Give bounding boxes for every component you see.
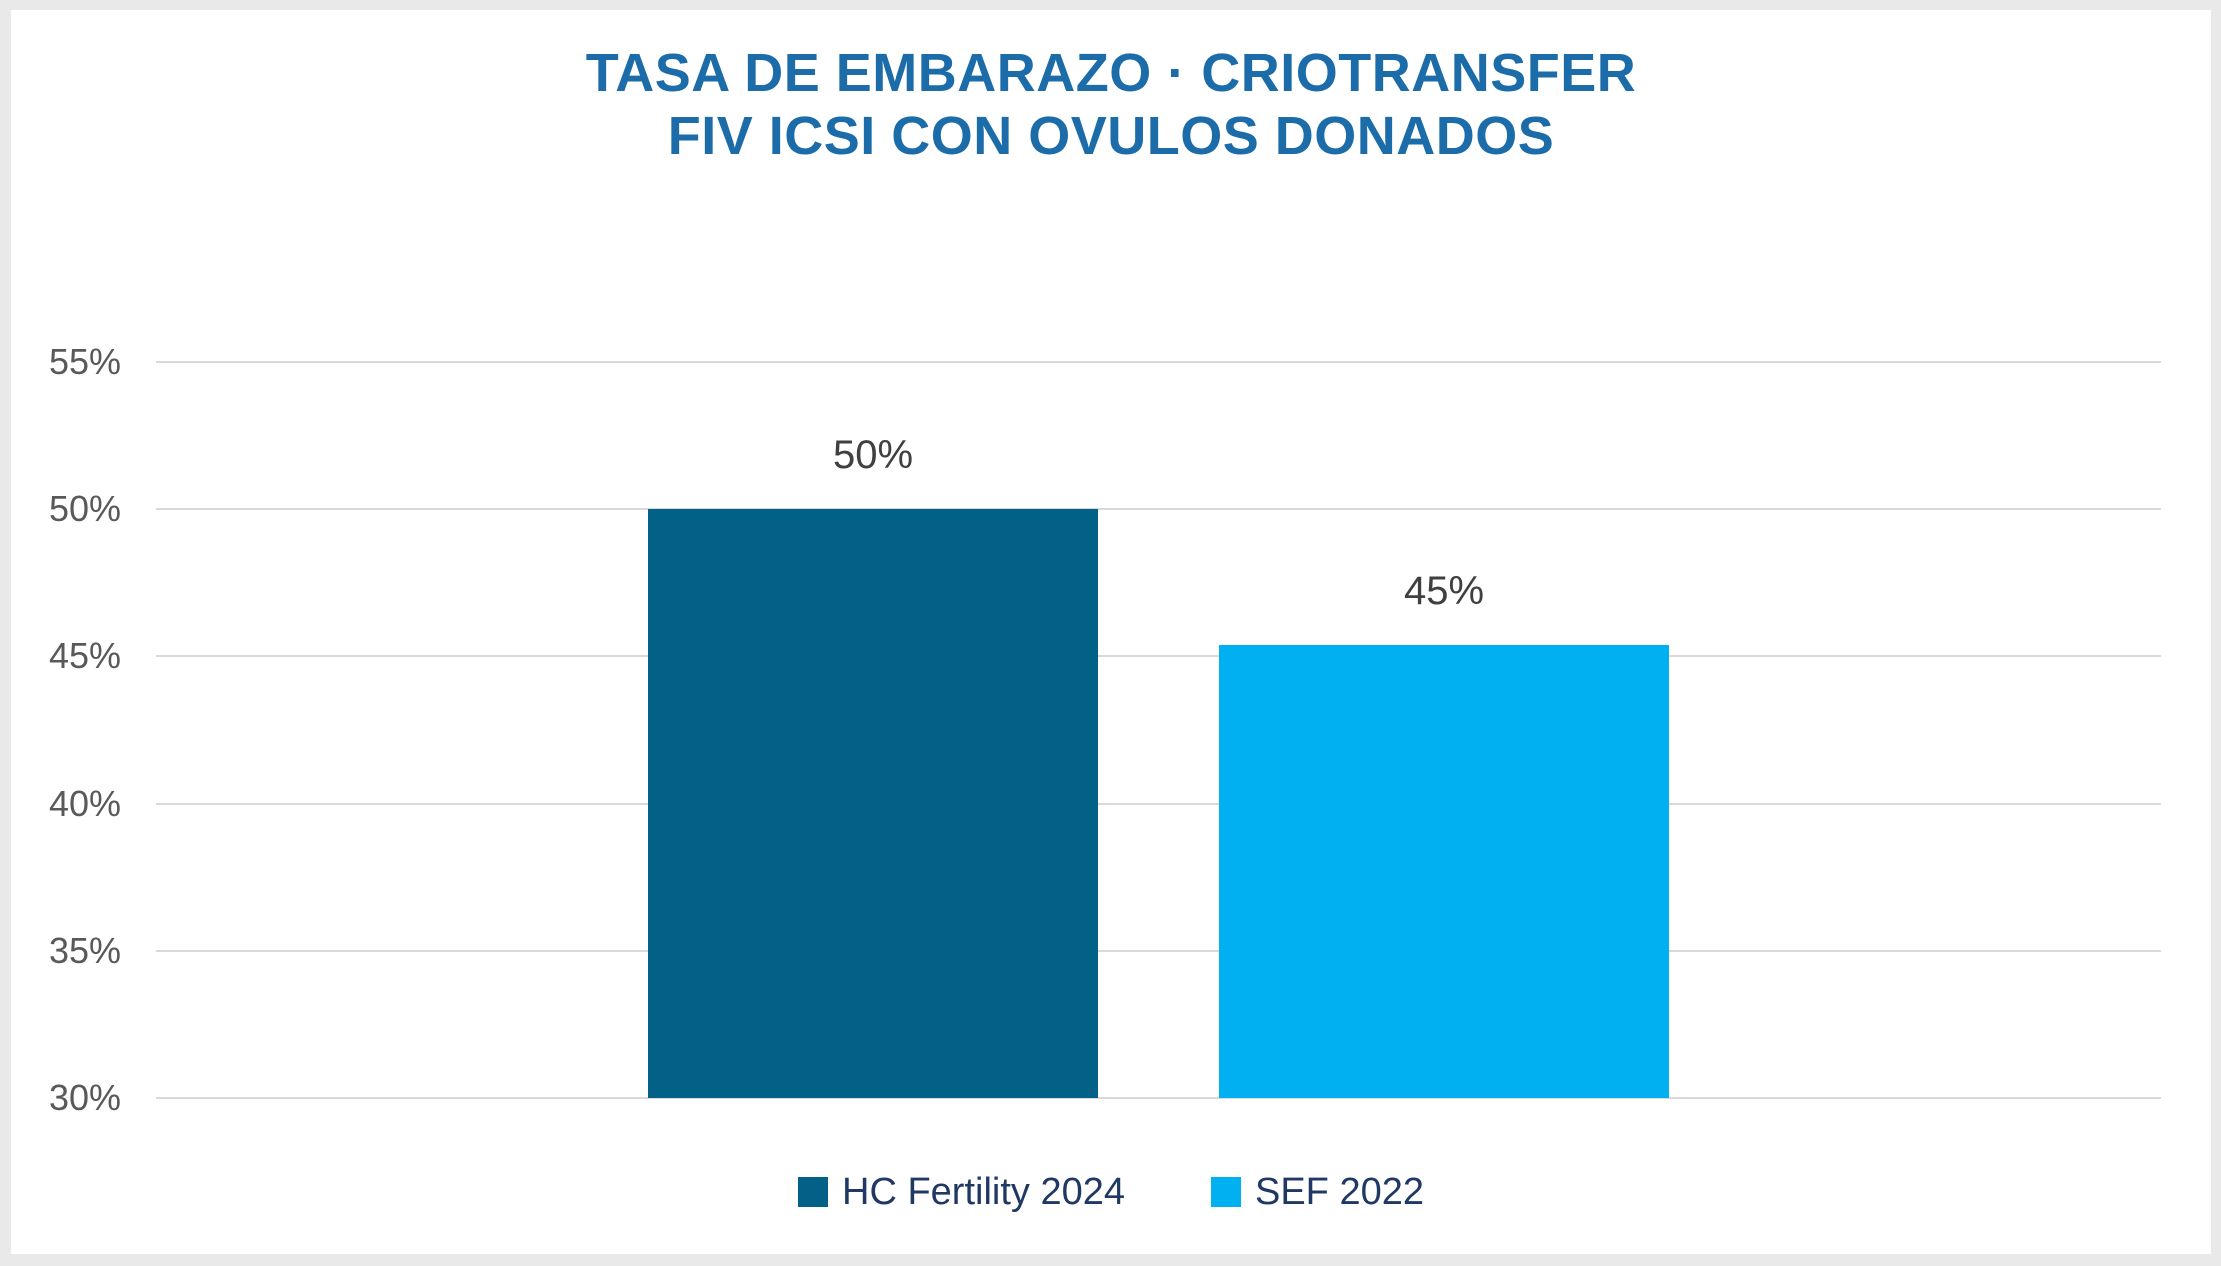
chart-title-line-2: FIV ICSI CON OVULOS DONADOS <box>667 106 1555 166</box>
legend-label: SEF 2022 <box>1254 1171 1424 1213</box>
gridline-45% <box>156 655 2161 658</box>
y-tick-label: 55% <box>48 341 121 382</box>
legend-swatch-icon <box>798 1177 828 1207</box>
y-tick-label: 45% <box>48 635 121 677</box>
data-label-sef-2022: 45% <box>1403 568 1485 613</box>
chart-title: TASA DE EMBARAZO · CRIOTRANSFER FIV ICSI… <box>11 42 2211 168</box>
y-tick-label: 35% <box>48 929 121 971</box>
gridline-55% <box>156 361 2161 363</box>
gridline-40% <box>156 802 2161 805</box>
y-tick-label: 40% <box>48 782 121 824</box>
y-tick-label: 30% <box>48 1077 121 1118</box>
bar-sef-2022 <box>1219 644 1669 1098</box>
gridline-50% <box>156 508 2161 511</box>
legend-item-sef-2022: SEF 2022 <box>1210 1170 1424 1214</box>
gridline-30% <box>156 1097 2161 1099</box>
legend: HC Fertility 2024 SEF 2022 <box>11 1170 2211 1214</box>
chart-title-line-1: TASA DE EMBARAZO · CRIOTRANSFER <box>585 43 1637 103</box>
legend-label: HC Fertility 2024 <box>842 1171 1125 1213</box>
legend-swatch-icon <box>1210 1177 1241 1207</box>
y-tick-label: 50% <box>48 488 121 530</box>
chart-panel: TASA DE EMBARAZO · CRIOTRANSFER FIV ICSI… <box>11 10 2211 1254</box>
bar-hc-fertility-2024 <box>648 509 1098 1098</box>
data-label-hc-fertility-2024: 50% <box>832 433 914 478</box>
legend-item-hc-fertility-2024: HC Fertility 2024 <box>798 1170 1125 1214</box>
gridline-35% <box>156 949 2161 952</box>
